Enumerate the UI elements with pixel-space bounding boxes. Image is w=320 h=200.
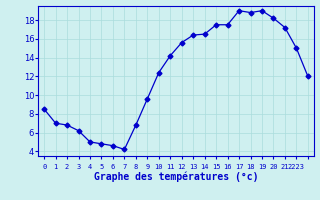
X-axis label: Graphe des températures (°c): Graphe des températures (°c) [94, 171, 258, 182]
